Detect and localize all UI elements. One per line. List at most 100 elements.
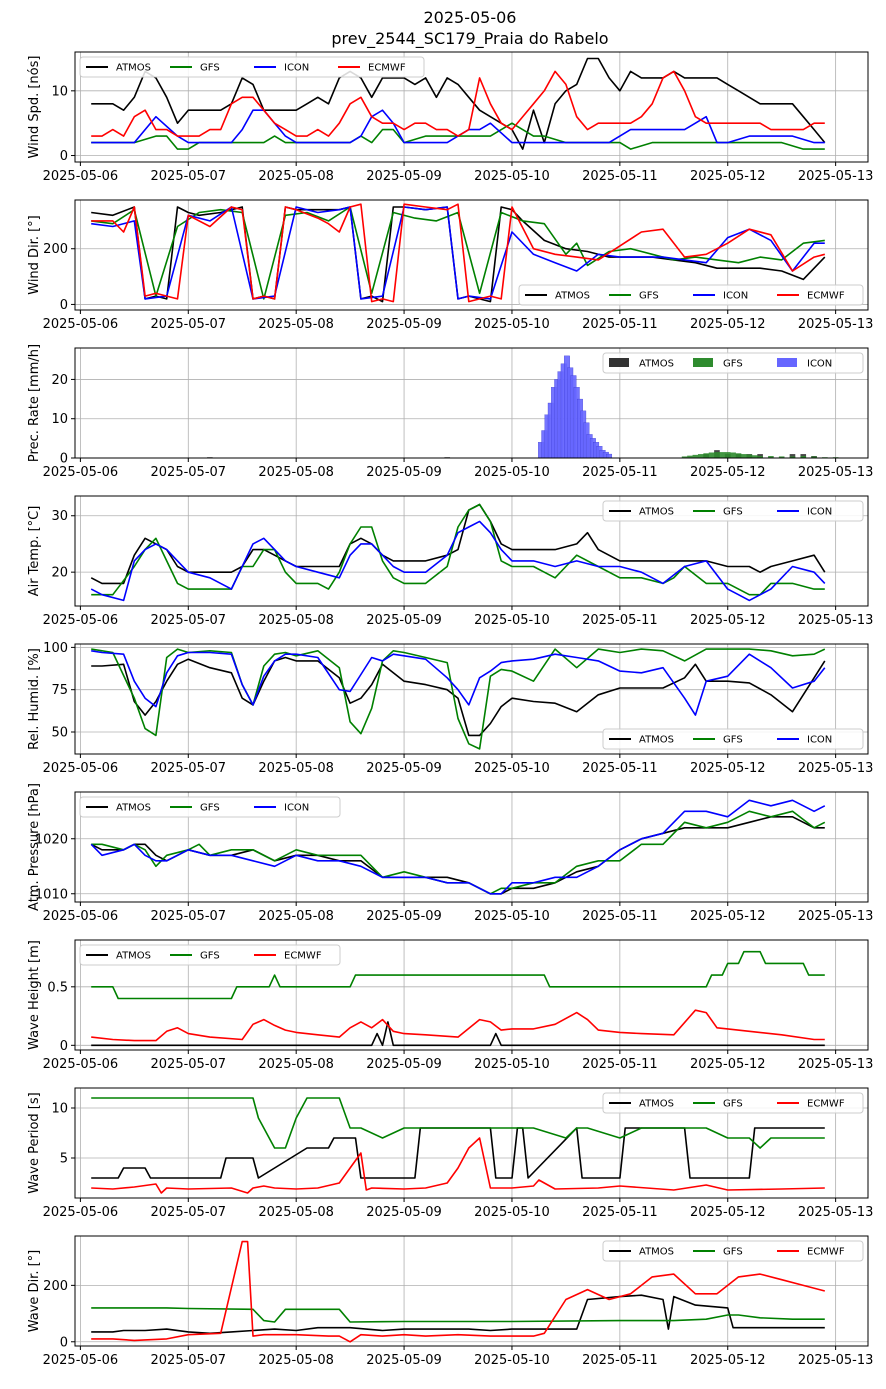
y-axis-label: Wind Spd. [nós] <box>27 56 42 159</box>
y-axis-label: Wave Dir. [°] <box>27 1250 42 1333</box>
y-tick-label: 10 <box>51 1102 68 1117</box>
x-tick-label: 2025-05-06 <box>43 761 119 776</box>
series-line-atmos <box>91 656 826 737</box>
legend-swatch-gfs <box>693 358 713 367</box>
y-tick-label: 20 <box>51 373 68 388</box>
legend-label-ecmwf: ECMWF <box>284 951 322 962</box>
legend-label-icon: ICON <box>807 359 832 370</box>
bar-gfs <box>768 456 774 458</box>
legend-box <box>602 1240 864 1262</box>
bar-gfs <box>724 452 731 458</box>
plot-area <box>91 1097 825 1194</box>
bar-gfs <box>800 456 807 458</box>
y-axis-label: Wave Height [m] <box>27 940 42 1050</box>
series-line-atmos <box>90 503 826 585</box>
series-line-ecmwf <box>91 1137 825 1194</box>
x-tick-label: 2025-05-13 <box>798 613 874 628</box>
bar-gfs <box>751 455 758 458</box>
x-tick-label: 2025-05-10 <box>474 317 550 332</box>
x-tick-label: 2025-05-13 <box>798 1353 874 1368</box>
series-line-ecmwf <box>91 70 825 137</box>
series-line-atmos <box>91 57 826 150</box>
bar-gfs <box>757 456 763 458</box>
y-tick-label: 30 <box>51 509 68 524</box>
x-tick-label: 2025-05-10 <box>474 909 550 924</box>
legend: ATMOS GFS ICON <box>602 500 864 522</box>
axes-frame <box>74 51 869 163</box>
plot-area <box>90 799 826 895</box>
legend-label-ecmwf: ECMWF <box>807 1099 845 1110</box>
x-tick-label: 2025-05-09 <box>366 465 442 480</box>
x-tick-label: 2025-05-08 <box>258 465 334 480</box>
series-line-gfs <box>91 503 825 596</box>
series-line-icon <box>90 799 826 895</box>
legend: ATMOS GFS ECMWF <box>602 1240 864 1262</box>
x-tick-label: 2025-05-12 <box>690 1205 766 1220</box>
legend-label-atmos: ATMOS <box>116 63 151 74</box>
x-tick-label: 2025-05-12 <box>690 613 766 628</box>
legend: ATMOS GFS ECMWF <box>602 1092 864 1114</box>
bar-gfs <box>746 454 753 458</box>
legend-box <box>79 56 425 78</box>
axes-frame <box>74 791 869 903</box>
x-tick-label: 2025-05-08 <box>258 1353 334 1368</box>
figure-title-line1: 2025-05-06 <box>424 8 517 27</box>
y-tick-label: 0 <box>60 298 68 313</box>
x-tick-label: 2025-05-11 <box>582 909 658 924</box>
x-tick-label: 2025-05-07 <box>151 169 227 184</box>
legend-box <box>602 728 864 750</box>
legend-label-gfs: GFS <box>723 735 743 746</box>
x-tick-label: 2025-05-12 <box>690 909 766 924</box>
series-line-gfs <box>91 648 826 750</box>
x-tick-label: 2025-05-09 <box>366 169 442 184</box>
legend-swatch-atmos <box>609 358 629 367</box>
series-line-icon <box>91 109 825 144</box>
x-tick-label: 2025-05-09 <box>366 1353 442 1368</box>
x-tick-label: 2025-05-08 <box>258 317 334 332</box>
y-tick-label: 1010 <box>35 887 68 902</box>
x-tick-label: 2025-05-10 <box>474 169 550 184</box>
axes-frame <box>74 643 869 755</box>
legend-box <box>602 352 864 374</box>
x-tick-label: 2025-05-11 <box>582 613 658 628</box>
chart-panels: 2025-05-06 2025-05-07 2025-05-08 2025-05-09… <box>27 51 874 1368</box>
y-tick-label: 0 <box>60 149 68 164</box>
x-tick-label: 2025-05-10 <box>474 1353 550 1368</box>
bar-gfs <box>681 456 688 458</box>
y-tick-label: 75 <box>51 683 68 698</box>
plot-area <box>207 355 839 458</box>
y-tick-label: 0 <box>60 1039 68 1054</box>
x-tick-label: 2025-05-08 <box>258 613 334 628</box>
legend-label-gfs: GFS <box>200 63 220 74</box>
x-tick-label: 2025-05-08 <box>258 909 334 924</box>
x-tick-label: 2025-05-08 <box>258 1057 334 1072</box>
x-tick-label: 2025-05-13 <box>798 909 874 924</box>
panel-4: 2025-05-06 2025-05-07 2025-05-08 2025-05-09… <box>27 495 874 628</box>
legend-label-gfs: GFS <box>200 803 220 814</box>
legend-label-icon: ICON <box>723 291 748 302</box>
plot-area <box>91 57 826 150</box>
legend-label-ecmwf: ECMWF <box>807 291 845 302</box>
axes-frame <box>74 495 869 607</box>
legend: ATMOS GFS ICON <box>79 796 341 818</box>
x-tick-label: 2025-05-08 <box>258 169 334 184</box>
x-tick-label: 2025-05-07 <box>151 1057 227 1072</box>
legend-label-gfs: GFS <box>723 359 743 370</box>
bar-atmos <box>789 454 796 458</box>
figure-title-line2: prev_2544_SC179_Praia do Rabelo <box>331 29 608 49</box>
x-tick-label: 2025-05-09 <box>366 613 442 628</box>
legend-label-atmos: ATMOS <box>639 735 674 746</box>
y-axis-label: Air Temp. [°C] <box>27 506 42 597</box>
panel-7: 2025-05-06 2025-05-07 2025-05-08 2025-05-09… <box>27 939 873 1072</box>
x-tick-label: 2025-05-09 <box>366 1057 442 1072</box>
panel-2: 2025-05-06 2025-05-07 2025-05-08 2025-05-09… <box>27 199 873 332</box>
y-axis-label: Prec. Rate [mm/h] <box>27 344 42 462</box>
legend-box <box>602 1092 864 1114</box>
x-tick-label: 2025-05-08 <box>258 761 334 776</box>
legend-swatch-icon <box>777 358 797 367</box>
bar-gfs <box>708 452 715 458</box>
panel-8: 2025-05-06 2025-05-07 2025-05-08 2025-05-09… <box>27 1087 873 1220</box>
panel-5: 2025-05-06 2025-05-07 2025-05-08 2025-05-09… <box>27 641 873 776</box>
series-line-atmos <box>91 1294 825 1335</box>
